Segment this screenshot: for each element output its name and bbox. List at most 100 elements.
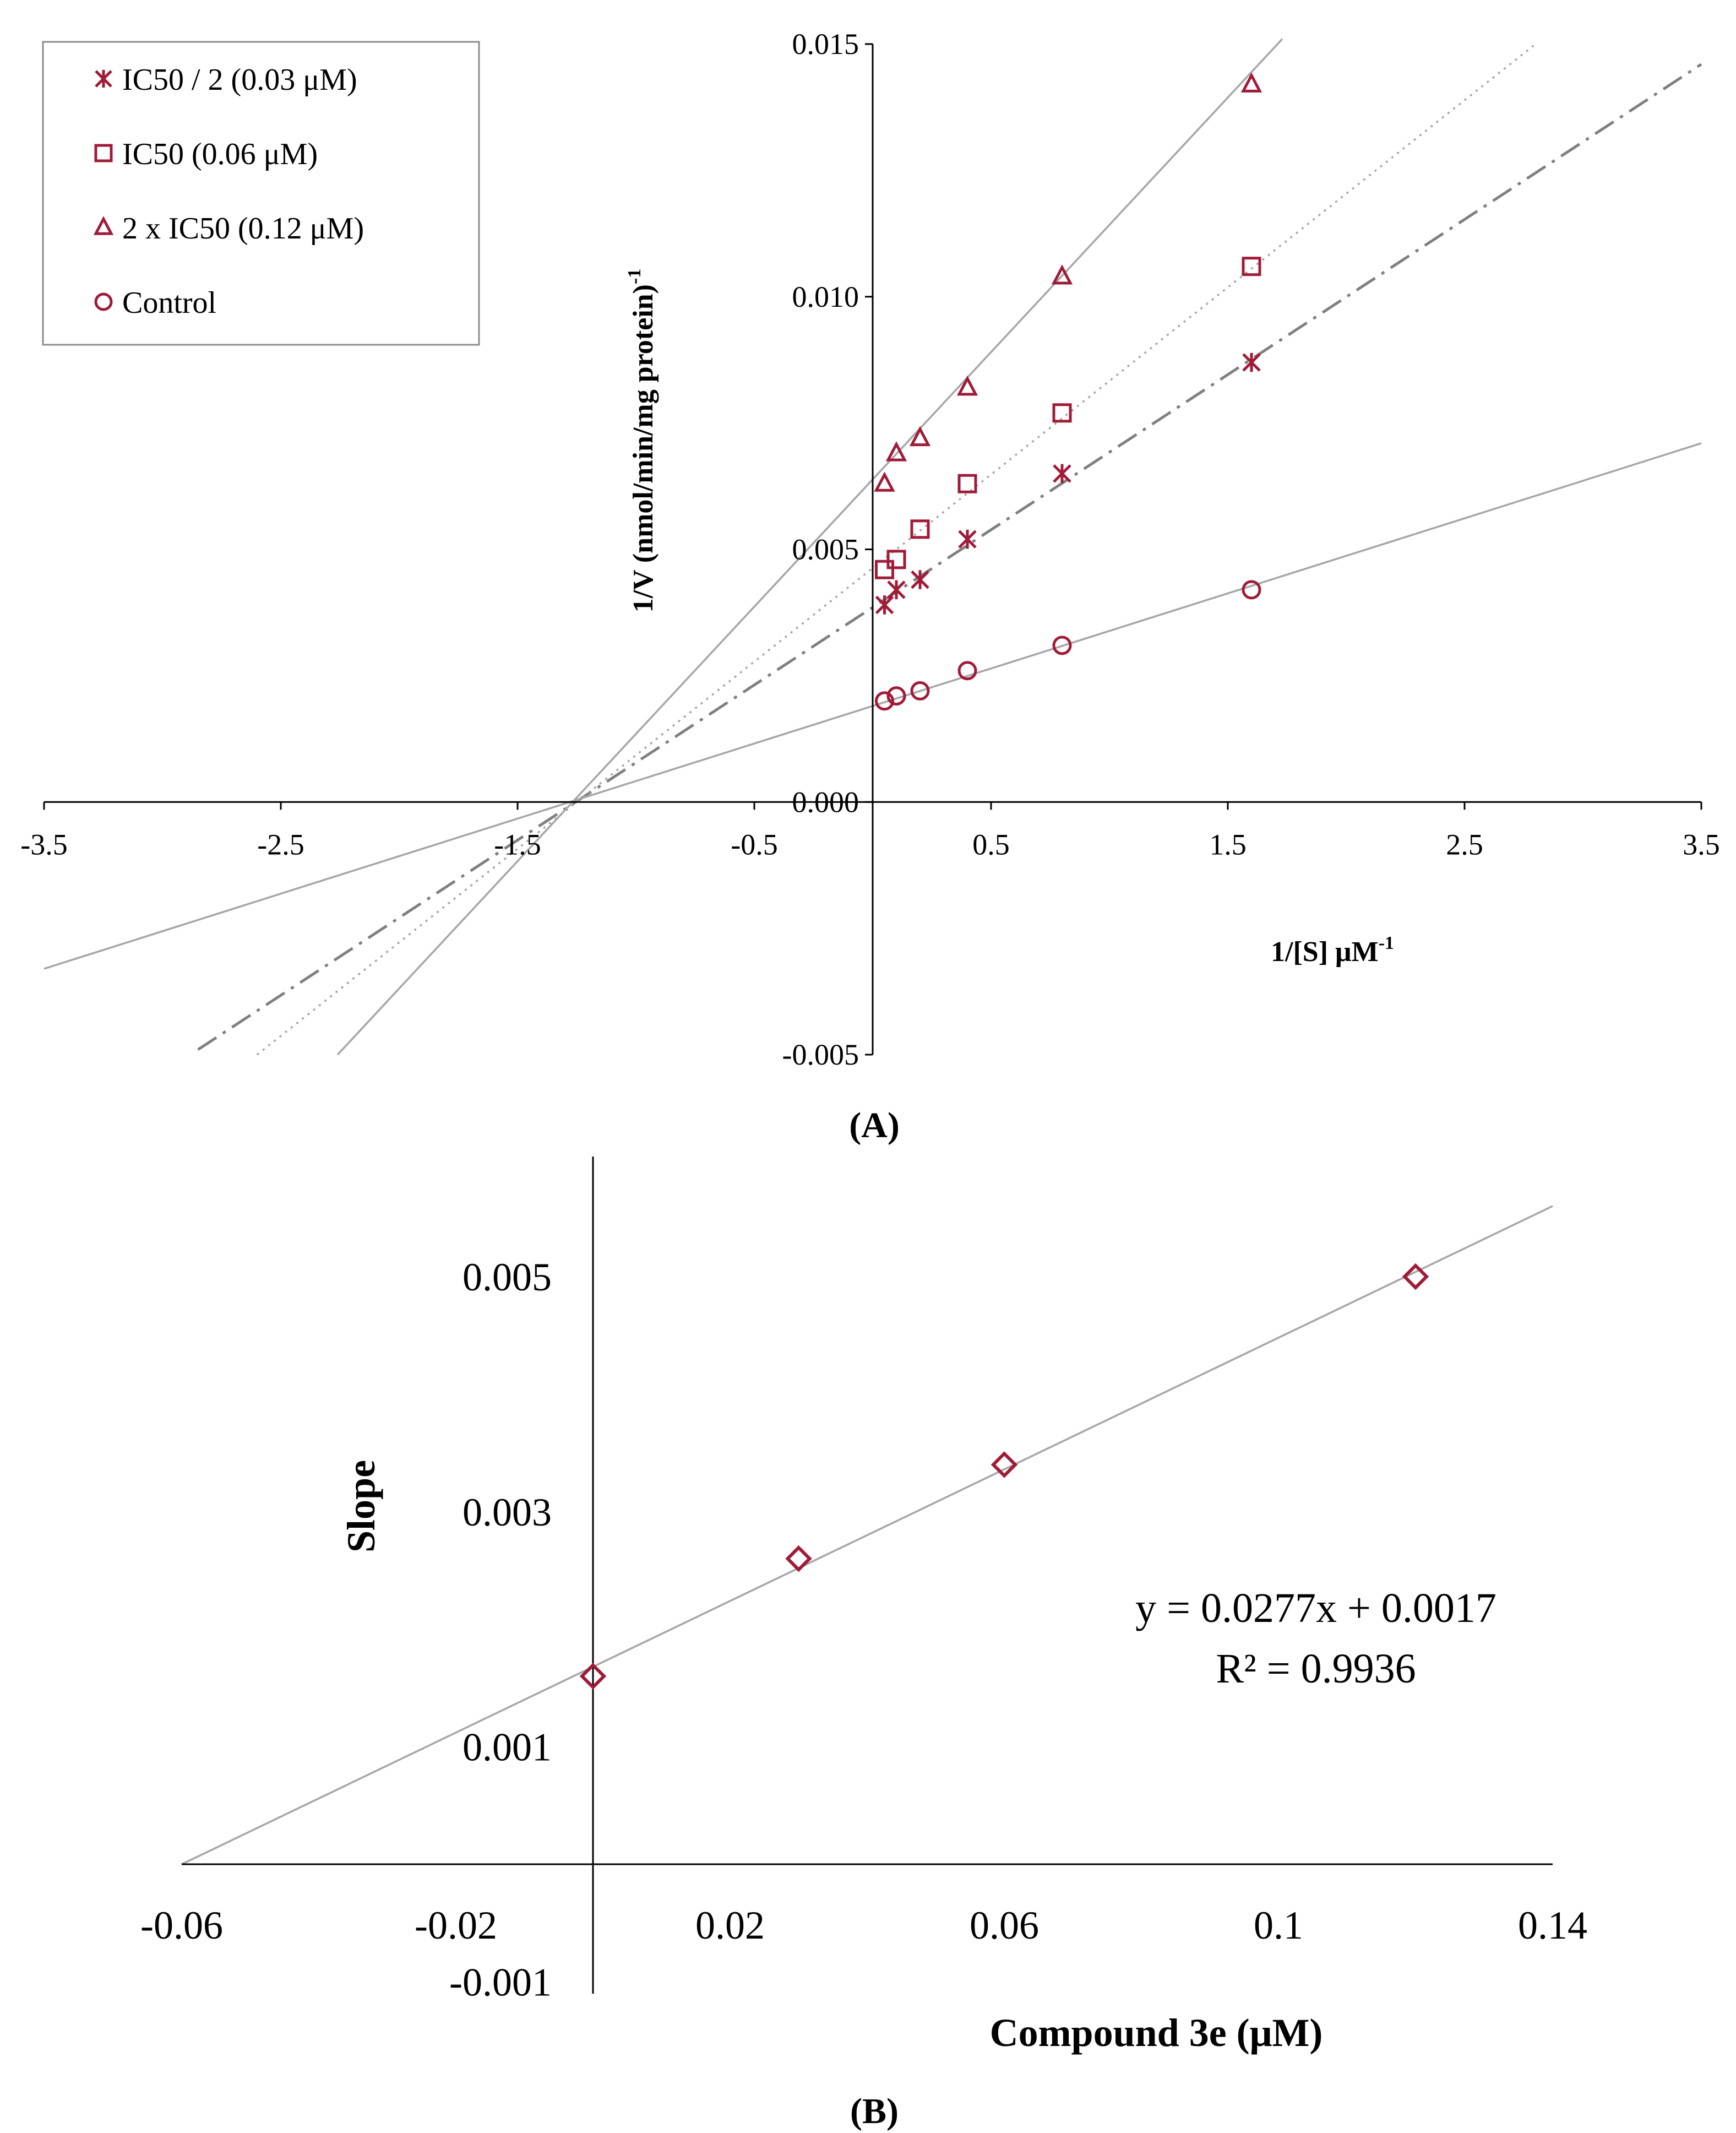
a-point-triangle [1051,264,1073,285]
b-point-diamond [785,1545,812,1572]
a-point-square [886,550,906,569]
a-tick-labels: -3.5 -2.5 -1.5 -0.5 0.5 1.5 2.5 3.5 -0.005 0.000 0… [20,28,1719,1071]
a-point-asterisk-shape [1053,464,1071,484]
a-point-square-shape [910,519,930,539]
b-point-diamond-shape [579,1663,607,1690]
a-point-circle-shape [910,681,930,701]
legend-symbol-triangle-shape [93,216,114,235]
panel-label-a: (A) [849,1105,900,1146]
a-point-square [875,560,894,579]
a-x-tick-label: -0.5 [731,828,777,861]
a-point-square [910,519,930,539]
a-point-circle-shape [957,661,977,681]
a-point-triangle [1240,72,1262,93]
legend-symbol-square-shape [94,144,113,162]
a-point-triangle [885,441,907,462]
legend-entry-ic50-double: 2 x IC50 (0.12 μM) [122,211,364,246]
a-point-circle [1052,636,1072,655]
b-x-tick-label: 0.1 [1254,1903,1303,1947]
a-y-tick-label: 0.015 [792,28,859,61]
b-axes [182,1157,1553,1994]
a-fit-line-1 [197,63,1702,1051]
b-x-tick-label: 0.14 [1518,1903,1587,1947]
legend-box [42,41,480,346]
legend-symbol-circle [94,292,113,311]
legend-entry-ic50-half: IC50 / 2 (0.03 μM) [122,63,357,97]
a-point-triangle [874,471,895,492]
b-fit-line [181,1205,1553,1865]
a-x-tick-label: -3.5 [20,828,67,861]
b-markers [579,1263,1429,1690]
a-point-asterisk [911,570,929,589]
a-point-triangle-shape [885,441,907,462]
b-y-tick-label: 0.003 [462,1490,552,1534]
a-point-circle [1242,580,1261,600]
a-point-circle-shape [1052,636,1072,655]
a-point-square-shape [1052,403,1072,423]
panel-label-b: (B) [850,2091,899,2131]
a-point-square [957,474,977,493]
a-axes [43,43,1702,1056]
a-point-square [1242,257,1261,276]
a-point-asterisk-shape [1242,352,1261,372]
a-point-asterisk [875,595,894,615]
a-x-tick-label: -1.5 [494,828,541,861]
a-point-square-shape [1242,257,1261,276]
b-x-tick-label: -0.06 [140,1903,223,1947]
a-x-tick-label: -2.5 [257,828,304,861]
b-point-diamond [579,1663,607,1690]
chart-b: -0.06 -0.02 0.02 0.06 0.1 0.14 -0.001 0.001 0.00… [140,1157,1587,2131]
a-point-triangle-shape [1051,264,1073,285]
a-point-asterisk [1053,464,1071,484]
b-y-tick-label: 0.001 [462,1725,552,1770]
a-y-tick-label: 0.005 [792,533,859,566]
a-point-triangle-shape [874,471,895,492]
a-point-triangle [956,376,978,396]
a-point-asterisk-shape [875,595,894,615]
legend-symbols [93,69,114,311]
b-point-diamond [991,1451,1018,1478]
a-point-triangle-shape [1240,72,1262,93]
a-x-axis-label: 1/[S] μM-1 [1271,933,1394,968]
a-point-square-shape [875,560,894,579]
a-fit-line-3 [336,38,1283,1056]
b-point-diamond-shape [1402,1263,1429,1290]
b-fit-line [181,1205,1553,1865]
b-tick-labels: -0.06 -0.02 0.02 0.06 0.1 0.14 -0.001 0.001 0.00… [140,1255,1587,2004]
a-point-triangle [909,426,931,447]
a-point-asterisk [887,580,906,600]
a-markers [874,72,1262,711]
a-point-asterisk-shape [911,570,929,589]
b-x-tick-label: 0.06 [970,1903,1039,1947]
a-point-circle [957,661,977,681]
a-point-circle-shape [1242,580,1261,600]
a-x-tick-label: 3.5 [1683,828,1720,861]
a-x-tick-label: 0.5 [972,828,1010,861]
b-point-diamond-shape [991,1451,1018,1478]
b-point-diamond-shape [785,1545,812,1572]
a-point-circle [875,691,894,711]
a-y-tick-label: 0.000 [792,785,859,818]
b-y-axis-label: Slope [339,1460,383,1553]
r-squared: R² = 0.9936 [1216,1646,1416,1692]
a-y-tick-label: 0.010 [792,280,859,313]
legend: IC50 / 2 (0.03 μM) IC50 (0.06 μM) 2 x IC… [42,41,480,346]
a-point-circle [910,681,930,701]
a-point-square-shape [957,474,977,493]
legend-symbol-asterisk [95,69,112,88]
a-point-square [1052,403,1072,423]
a-point-circle-shape [886,686,906,706]
regression-equation: y = 0.0277x + 0.0017 [1135,1585,1496,1631]
a-point-asterisk-shape [887,580,906,600]
a-point-asterisk [1242,352,1261,372]
a-y-axis-label: 1/V (nmol/min/mg protein)-1 [624,269,659,612]
a-x-tick-label: 1.5 [1209,828,1247,861]
a-y-tick-label: -0.005 [782,1038,859,1071]
a-x-tick-label: 2.5 [1446,828,1483,861]
a-x-axis-label-sup: -1 [1379,933,1394,953]
a-y-axis-label-sup: -1 [624,269,645,284]
a-point-circle [886,686,906,706]
b-point-diamond [1402,1263,1429,1290]
legend-symbol-circle-shape [94,292,113,311]
